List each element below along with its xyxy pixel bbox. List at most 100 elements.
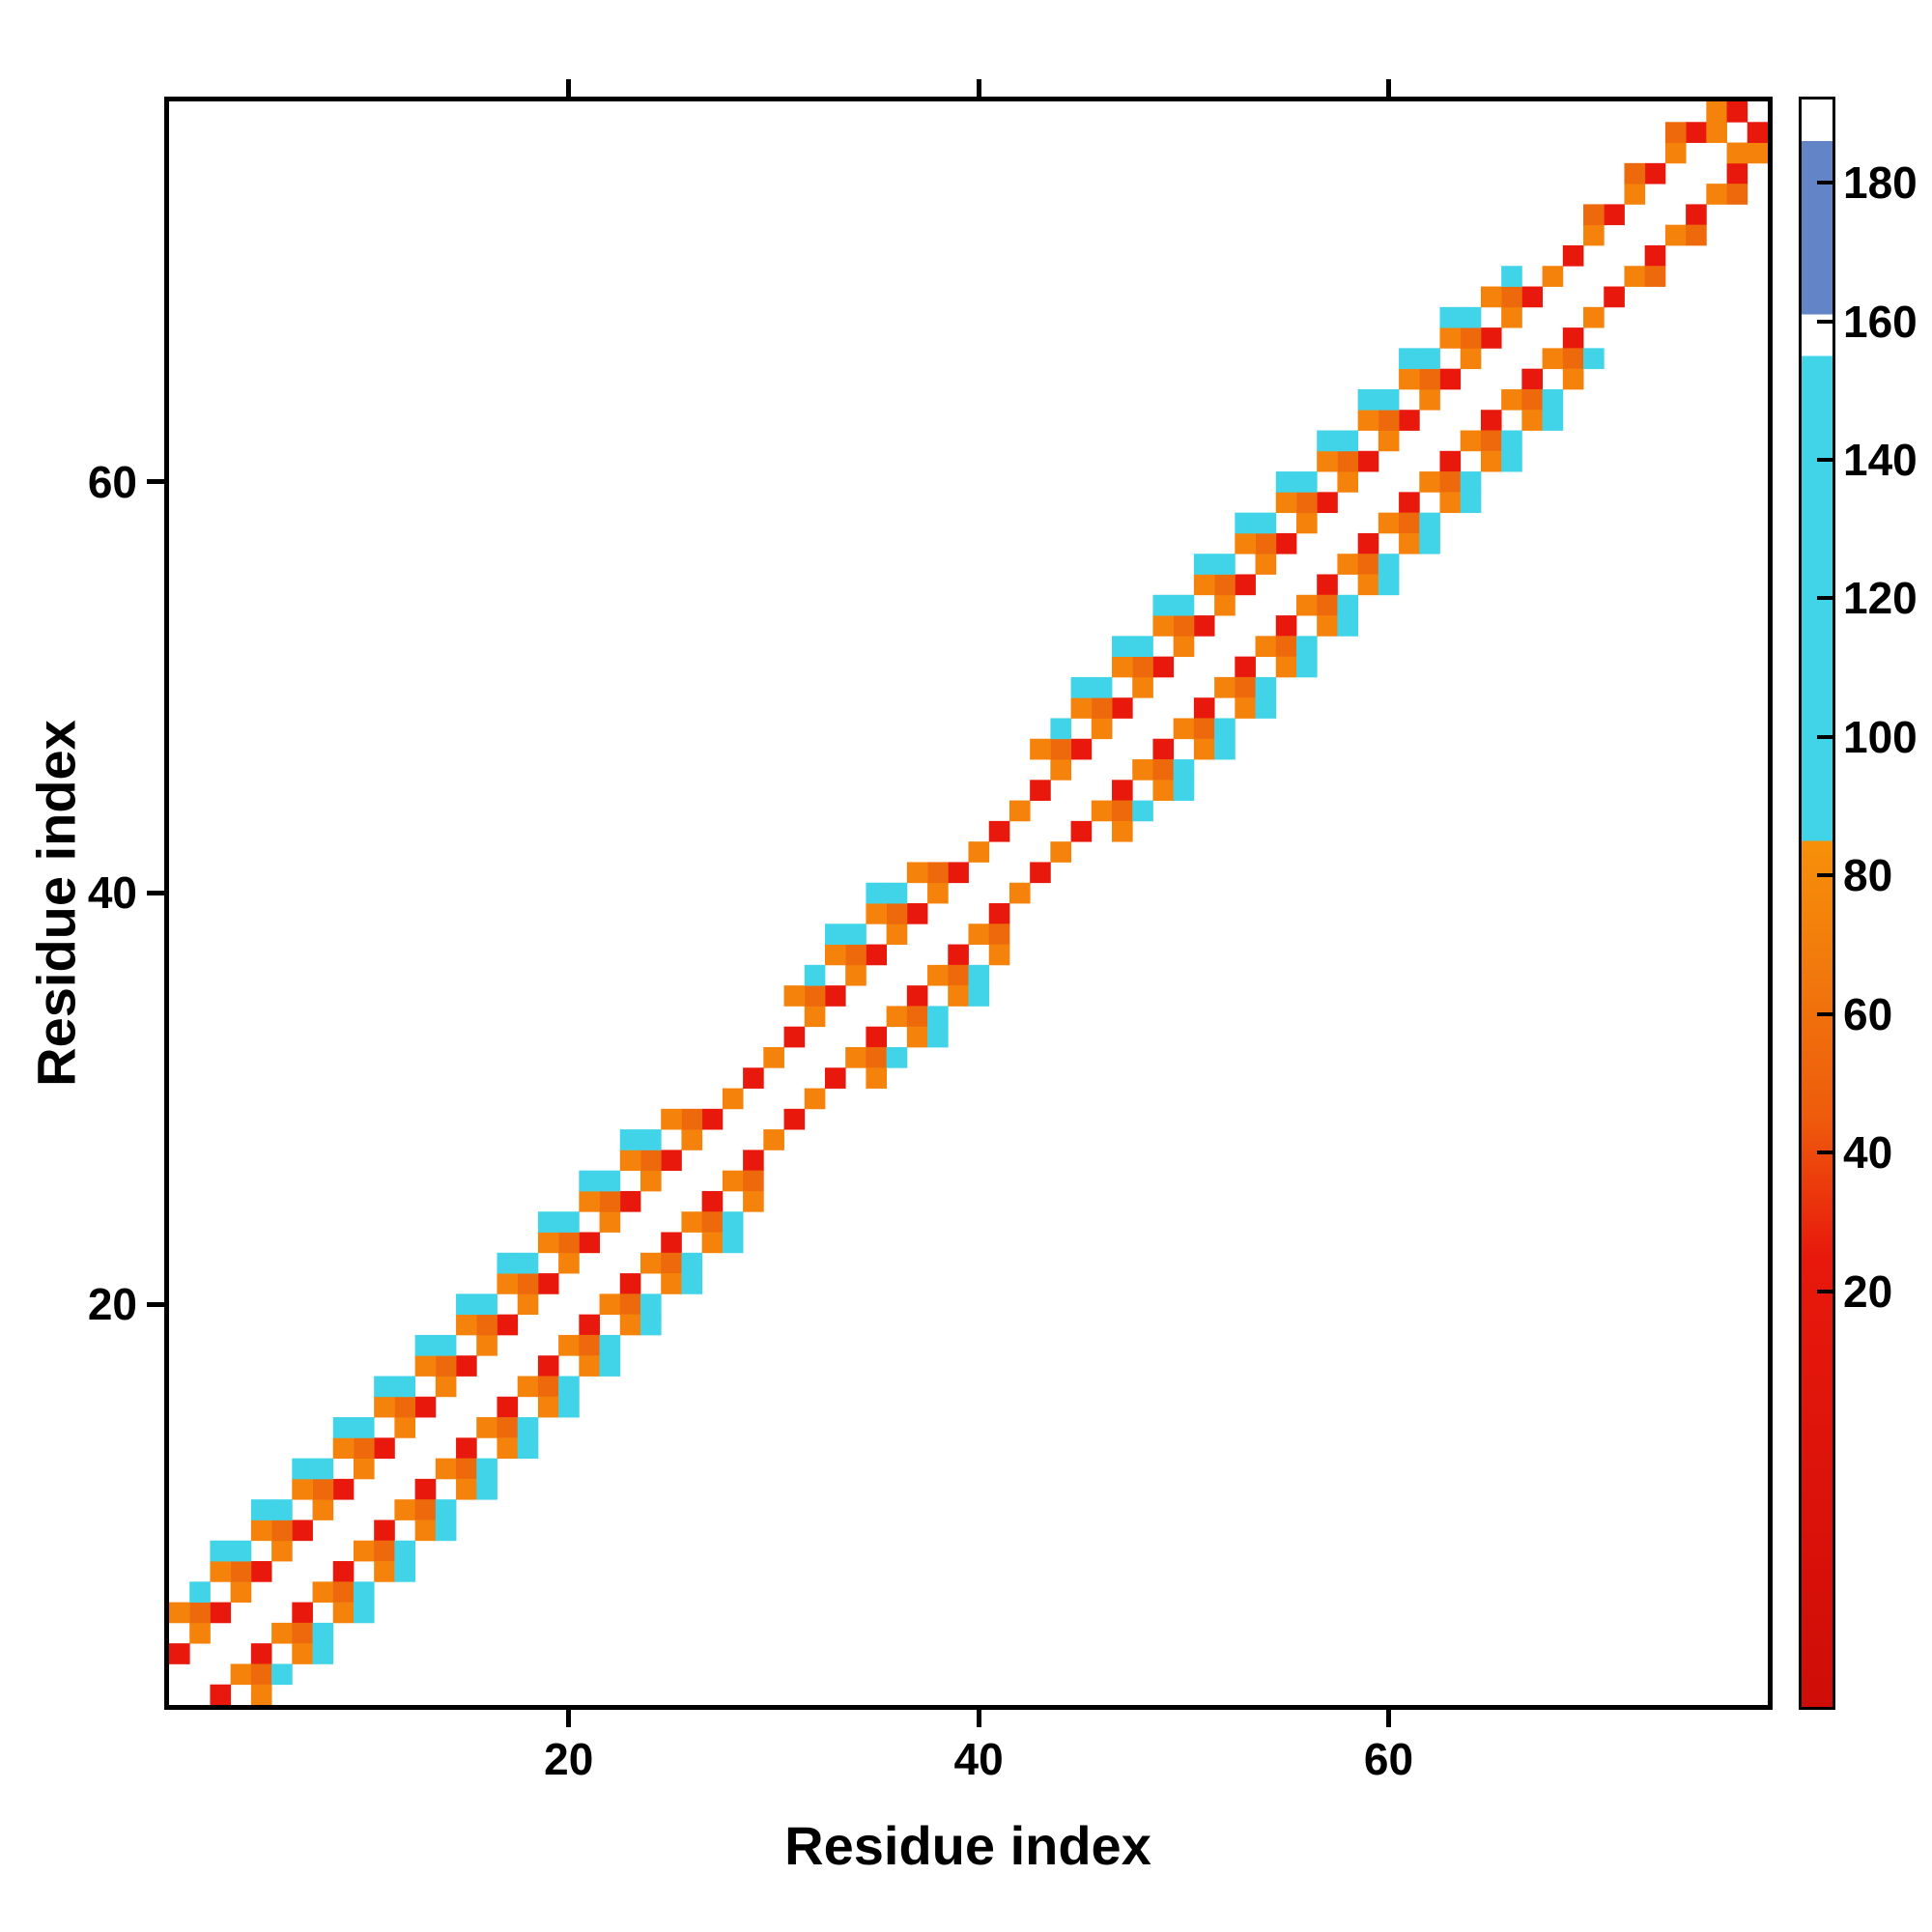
heatmap-cell: [1152, 780, 1175, 801]
x-tick-label: 40: [953, 1734, 1004, 1784]
heatmap-cell: [394, 1540, 416, 1562]
heatmap-cell: [988, 923, 1010, 945]
heatmap-cell: [1255, 512, 1277, 534]
heatmap-cell: [1604, 286, 1625, 308]
heatmap-cell: [1706, 122, 1727, 143]
heatmap-cell: [866, 1067, 888, 1089]
heatmap-cell: [435, 1376, 457, 1398]
heatmap-cell: [497, 1252, 519, 1274]
heatmap-cell: [763, 1046, 784, 1068]
heatmap-cell: [476, 1293, 497, 1316]
heatmap-cell: [374, 1540, 395, 1562]
heatmap-cell: [1235, 532, 1256, 554]
heatmap-cell: [250, 1684, 272, 1705]
heatmap-cell: [927, 1006, 949, 1028]
colorbar-tick-mark: [1817, 734, 1833, 739]
heatmap-cell: [1357, 532, 1379, 554]
heatmap-cell: [1317, 594, 1338, 616]
heatmap-cell: [1501, 388, 1522, 411]
heatmap-cell: [169, 1602, 190, 1624]
heatmap-cell: [1562, 368, 1584, 390]
heatmap-cell: [1295, 656, 1318, 678]
heatmap-cell: [456, 1478, 477, 1500]
heatmap-cell: [1152, 759, 1175, 781]
heatmap-cell: [1664, 142, 1687, 164]
heatmap-cell: [661, 1252, 682, 1274]
heatmap-cell: [250, 1643, 272, 1664]
heatmap-cell: [1050, 841, 1071, 863]
heatmap-cell: [619, 1293, 641, 1316]
heatmap-cell: [1070, 738, 1093, 760]
heatmap-cell: [230, 1561, 252, 1582]
heatmap-cell: [332, 1417, 355, 1438]
heatmap-cell: [1460, 348, 1482, 370]
heatmap-cell: [1317, 430, 1338, 452]
heatmap-cell: [1173, 780, 1195, 801]
heatmap-cell: [1193, 718, 1215, 740]
heatmap-cell: [1460, 471, 1482, 493]
heatmap-cell: [1295, 512, 1318, 534]
heatmap-cell: [189, 1622, 211, 1644]
heatmap-cell: [394, 1417, 416, 1438]
x-axis-title: Residue index: [784, 1815, 1151, 1876]
heatmap-cell: [292, 1602, 313, 1624]
heatmap-cell: [1275, 615, 1297, 637]
heatmap-cell: [866, 1026, 888, 1048]
heatmap-cell: [1255, 532, 1277, 554]
heatmap-cell: [353, 1602, 375, 1624]
heatmap-cell: [886, 1046, 908, 1068]
heatmap-cell: [292, 1458, 313, 1480]
heatmap-cell: [353, 1437, 375, 1460]
heatmap-cell: [1275, 532, 1297, 554]
heatmap-cell: [1583, 306, 1605, 328]
heatmap-cell: [1480, 430, 1502, 452]
heatmap-cell: [537, 1273, 559, 1294]
heatmap-cell: [681, 1108, 703, 1130]
heatmap-cell: [1399, 410, 1420, 431]
plot-area: [164, 97, 1773, 1710]
heatmap-cell: [189, 1581, 211, 1603]
heatmap-cell: [804, 964, 826, 986]
y-tick-label: 20: [87, 1279, 137, 1329]
heatmap-cell: [312, 1622, 334, 1644]
heatmap-cell: [619, 1150, 641, 1172]
heatmap-cell: [619, 1190, 641, 1212]
heatmap-cell: [414, 1396, 437, 1418]
colorbar-tick-label: 180: [1843, 157, 1918, 209]
heatmap-cell: [824, 985, 846, 1007]
heatmap-cell: [353, 1458, 375, 1480]
heatmap-cell: [1583, 224, 1605, 246]
heatmap-cell: [1726, 162, 1748, 185]
heatmap-cell: [230, 1540, 252, 1562]
heatmap-cell: [845, 944, 867, 966]
heatmap-cell: [1112, 636, 1133, 658]
heatmap-cell: [1439, 450, 1462, 472]
heatmap-cell: [640, 1129, 662, 1151]
colorbar-tick-mark: [1817, 1289, 1833, 1293]
heatmap-cell: [824, 944, 846, 966]
heatmap-cell: [722, 1170, 744, 1192]
heatmap-cell: [1295, 636, 1318, 658]
heatmap-cell: [1317, 492, 1338, 514]
heatmap-cell: [1419, 388, 1440, 411]
heatmap-cell: [558, 1232, 580, 1254]
heatmap-cell: [1357, 450, 1379, 472]
heatmap-cell: [1255, 697, 1277, 719]
heatmap-cell: [1070, 697, 1093, 719]
heatmap-cell: [414, 1520, 437, 1542]
heatmap-cell: [927, 964, 949, 986]
heatmap-cell: [1112, 780, 1133, 801]
heatmap-cell: [414, 1355, 437, 1377]
heatmap-cell: [1255, 636, 1277, 658]
heatmap-cell: [1686, 204, 1707, 226]
heatmap-cell: [414, 1499, 437, 1520]
heatmap-cell: [845, 964, 867, 986]
heatmap-cell: [906, 1006, 928, 1028]
heatmap-cell: [743, 1150, 764, 1172]
heatmap-cell: [517, 1293, 539, 1316]
heatmap-cell: [210, 1684, 232, 1705]
heatmap-cell: [189, 1602, 211, 1624]
colorbar-tick-label: 80: [1843, 850, 1893, 901]
heatmap-cell: [968, 923, 990, 945]
heatmap-cell: [661, 1108, 682, 1130]
